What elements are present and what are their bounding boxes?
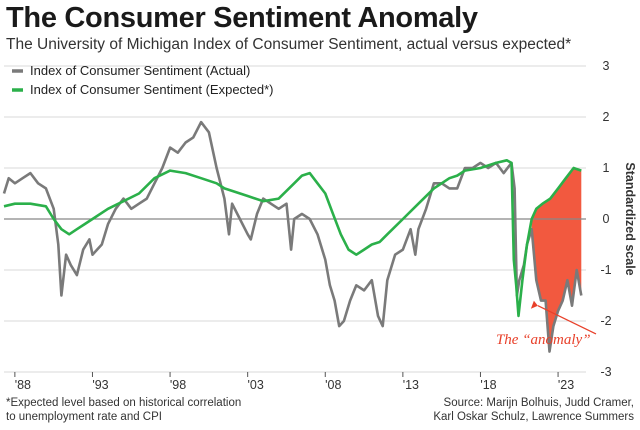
chart-subtitle: The University of Michigan Index of Cons… [6,36,572,53]
x-tick-label: '88 [15,378,31,392]
series-line-actual [2,120,583,353]
y-tick-label: 3 [603,59,610,73]
y-tick-label: 0 [603,212,610,226]
x-tick-label: '18 [480,378,496,392]
annotation-arrow [537,305,597,335]
footnote: *Expected level based on historical corr… [6,396,241,424]
x-tick-label: '98 [170,378,186,392]
series-line-expected [3,159,582,318]
source-note: Source: Marijn Bolhuis, Judd Cramer, Kar… [433,396,634,424]
y-tick-label: 1 [603,161,610,175]
y-tick-label: -3 [600,365,611,379]
anomaly-area [531,168,582,352]
annotation-text: The “anomaly” [496,332,591,348]
x-tick-label: '23 [558,378,574,392]
source-line-1: Source: Marijn Bolhuis, Judd Cramer, [443,397,634,409]
annotation-arrowhead [530,300,538,309]
chart-title: The Consumer Sentiment Anomaly [6,2,478,34]
y-tick-label: -1 [600,263,611,277]
x-tick-label: '13 [403,378,419,392]
footnote-line-1: *Expected level based on historical corr… [6,397,242,409]
x-tick-label: '93 [92,378,108,392]
x-tick-label: '03 [248,378,264,392]
source-line-2: Karl Oskar Schulz, Lawrence Summers [433,411,634,423]
legend-label-actual: Index of Consumer Sentiment (Actual) [30,63,250,78]
legend-label-expected: Index of Consumer Sentiment (Expected*) [30,82,274,97]
footnote-line-2: to unemployment rate and CPI [6,411,162,423]
y-tick-label: -2 [600,314,611,328]
y-axis-label: Standardized scale [623,162,637,275]
y-tick-label: 2 [603,110,610,124]
x-tick-label: '08 [325,378,341,392]
